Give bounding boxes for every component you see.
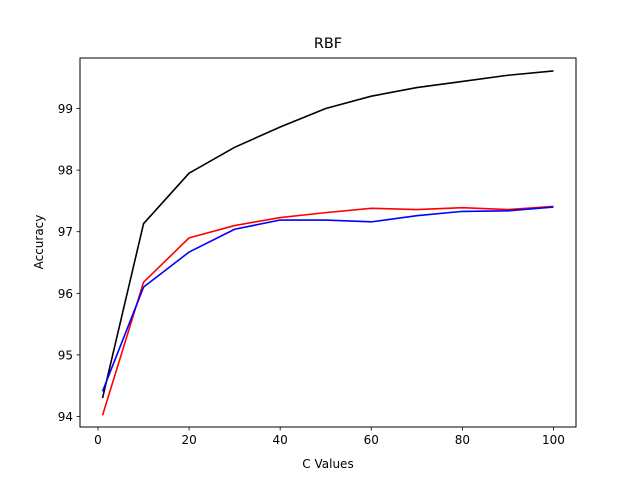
x-tick-label: 0 <box>94 433 102 447</box>
x-axis-ticks: 0 20 40 60 80 100 <box>94 427 565 447</box>
series-layer <box>101 70 554 416</box>
plot-frame <box>79 57 577 428</box>
x-tick-label: 80 <box>455 433 470 447</box>
series-line-3 <box>101 206 554 392</box>
x-axis-label: C Values <box>302 457 353 471</box>
chart-title: RBF <box>314 36 342 52</box>
x-tick-label: 20 <box>181 433 196 447</box>
y-tick-label: 99 <box>58 102 73 116</box>
y-tick-label: 95 <box>58 348 73 362</box>
y-tick-label: 98 <box>58 164 73 178</box>
y-axis-ticks: 94 95 96 97 98 99 <box>58 102 80 424</box>
y-tick-label: 97 <box>58 225 73 239</box>
y-tick-label: 96 <box>58 287 73 301</box>
x-tick-label: 100 <box>542 433 565 447</box>
x-tick-label: 40 <box>273 433 288 447</box>
series-line-1 <box>101 70 554 399</box>
series-line-2 <box>101 205 554 416</box>
x-tick-label: 60 <box>364 433 379 447</box>
y-axis-label: Accuracy <box>32 215 46 270</box>
y-tick-label: 94 <box>58 410 73 424</box>
